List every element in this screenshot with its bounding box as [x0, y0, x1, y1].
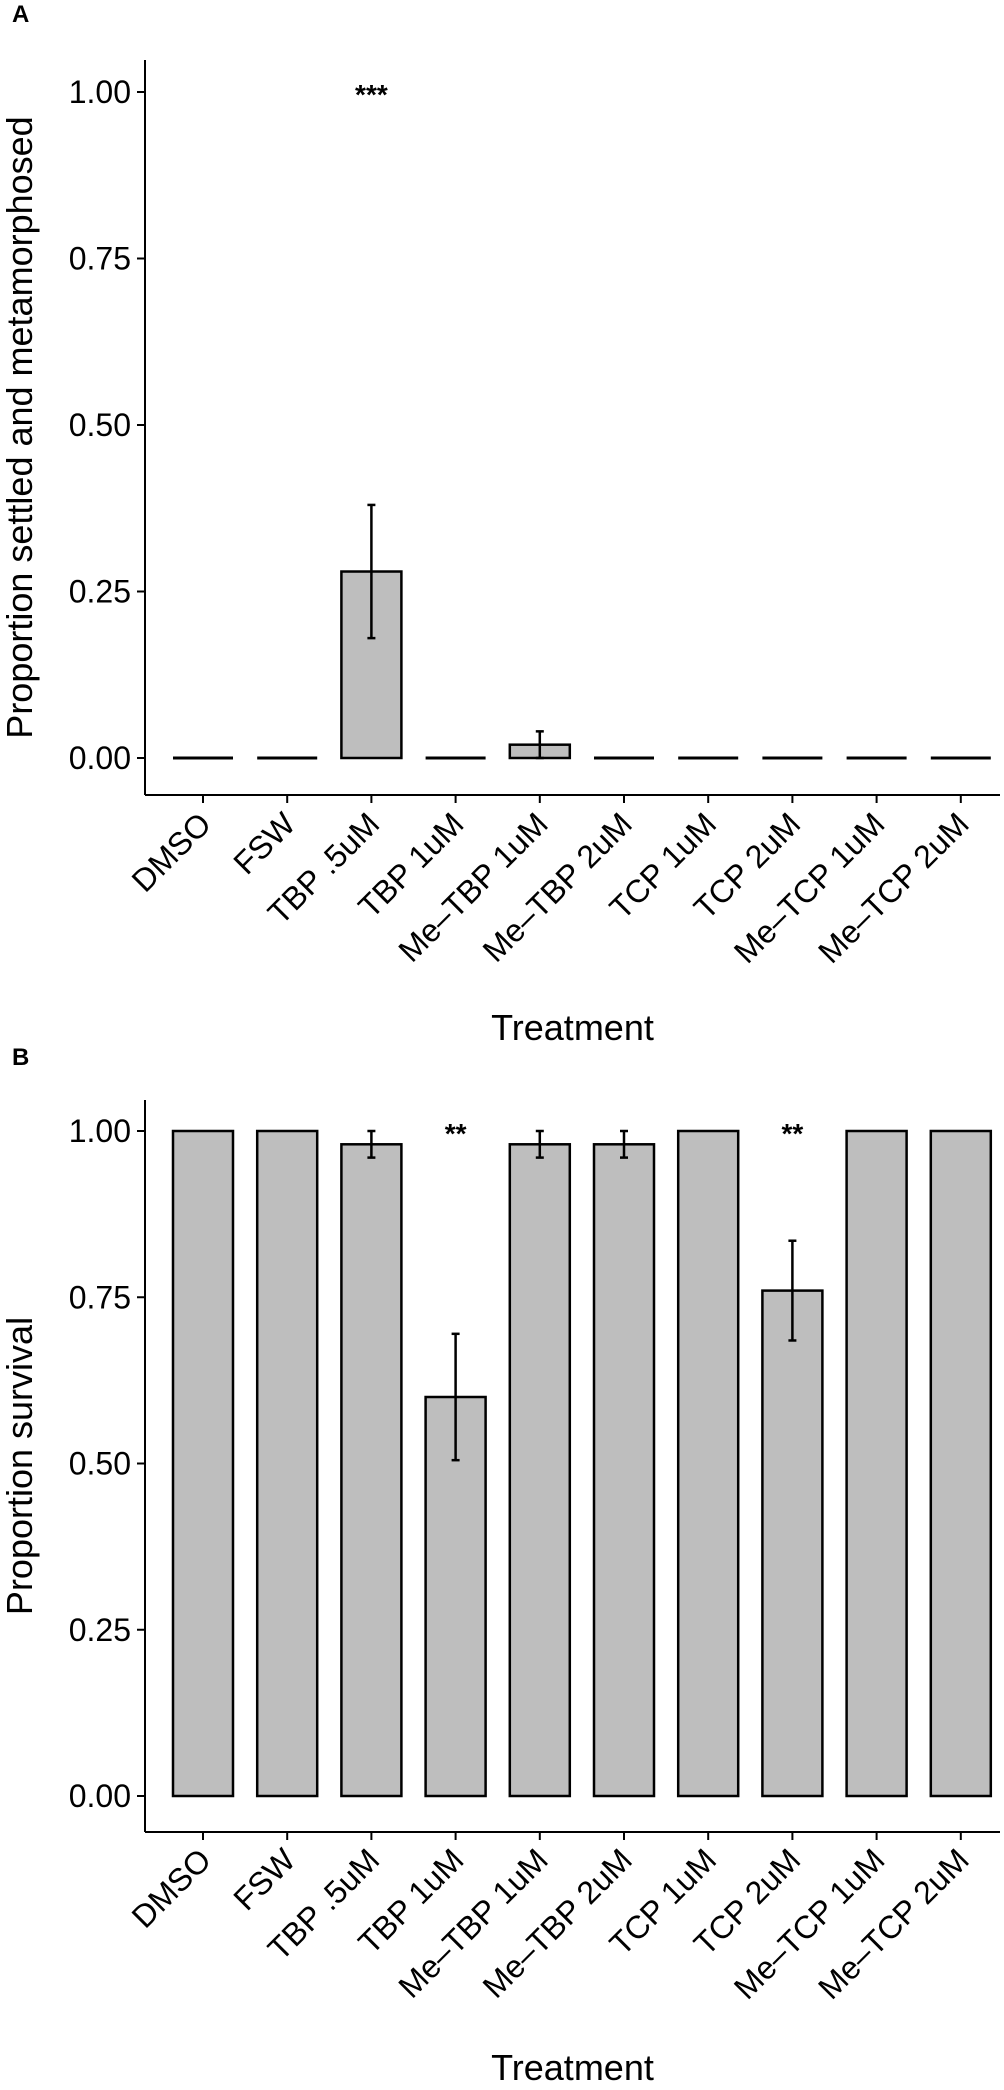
bar-4 — [424, 1395, 487, 1798]
bar-7 — [676, 1129, 740, 1798]
x-tick-label: DMSO — [125, 1841, 218, 1934]
significance-label: ** — [782, 1118, 804, 1149]
x-tick-label: DMSO — [125, 805, 218, 898]
x-tick-label: Me–TBP 2uM — [476, 1841, 639, 2004]
y-tick-label: 0.00 — [69, 1778, 131, 1814]
y-tick-label: 0.25 — [69, 1612, 131, 1648]
significance-label: ** — [445, 1118, 467, 1149]
bar-2 — [255, 1129, 319, 1798]
x-tick-label: FSW — [226, 805, 302, 881]
panel-letter: A — [12, 1, 29, 28]
bar-9 — [845, 1129, 908, 1798]
bar-3 — [340, 1143, 403, 1798]
y-tick-label: 1.00 — [69, 1113, 131, 1149]
bar-5 — [508, 1143, 572, 1798]
y-axis-title: Proportion settled and metamorphosed — [0, 116, 40, 738]
bar-6 — [592, 1143, 656, 1798]
x-tick-label: Me–TBP 2uM — [476, 805, 639, 968]
y-tick-label: 0.50 — [69, 407, 131, 443]
y-axis-title: Proportion survival — [0, 1317, 40, 1615]
y-tick-label: 0.25 — [69, 574, 131, 610]
y-tick-label: 0.75 — [69, 241, 131, 277]
x-tick-label: FSW — [226, 1841, 302, 1917]
y-tick-label: 0.75 — [69, 1279, 131, 1315]
bar-1 — [171, 1129, 235, 1798]
y-tick-label: 1.00 — [69, 74, 131, 110]
x-axis-title: Treatment — [491, 1007, 654, 1048]
y-tick-label: 0.50 — [69, 1446, 131, 1482]
bar-8 — [761, 1289, 824, 1798]
bar-10 — [929, 1129, 993, 1798]
x-tick-label: Me–TBP 1uM — [391, 805, 554, 968]
x-tick-label: Me–TCP 2uM — [811, 805, 976, 970]
significance-label: *** — [355, 79, 388, 110]
x-tick-label: Me–TBP 1uM — [391, 1841, 554, 2004]
panel-letter: B — [12, 1044, 29, 1071]
y-tick-label: 0.00 — [69, 740, 131, 776]
x-axis-title: Treatment — [491, 2047, 654, 2088]
x-tick-label: Me–TCP 2uM — [811, 1841, 976, 2006]
